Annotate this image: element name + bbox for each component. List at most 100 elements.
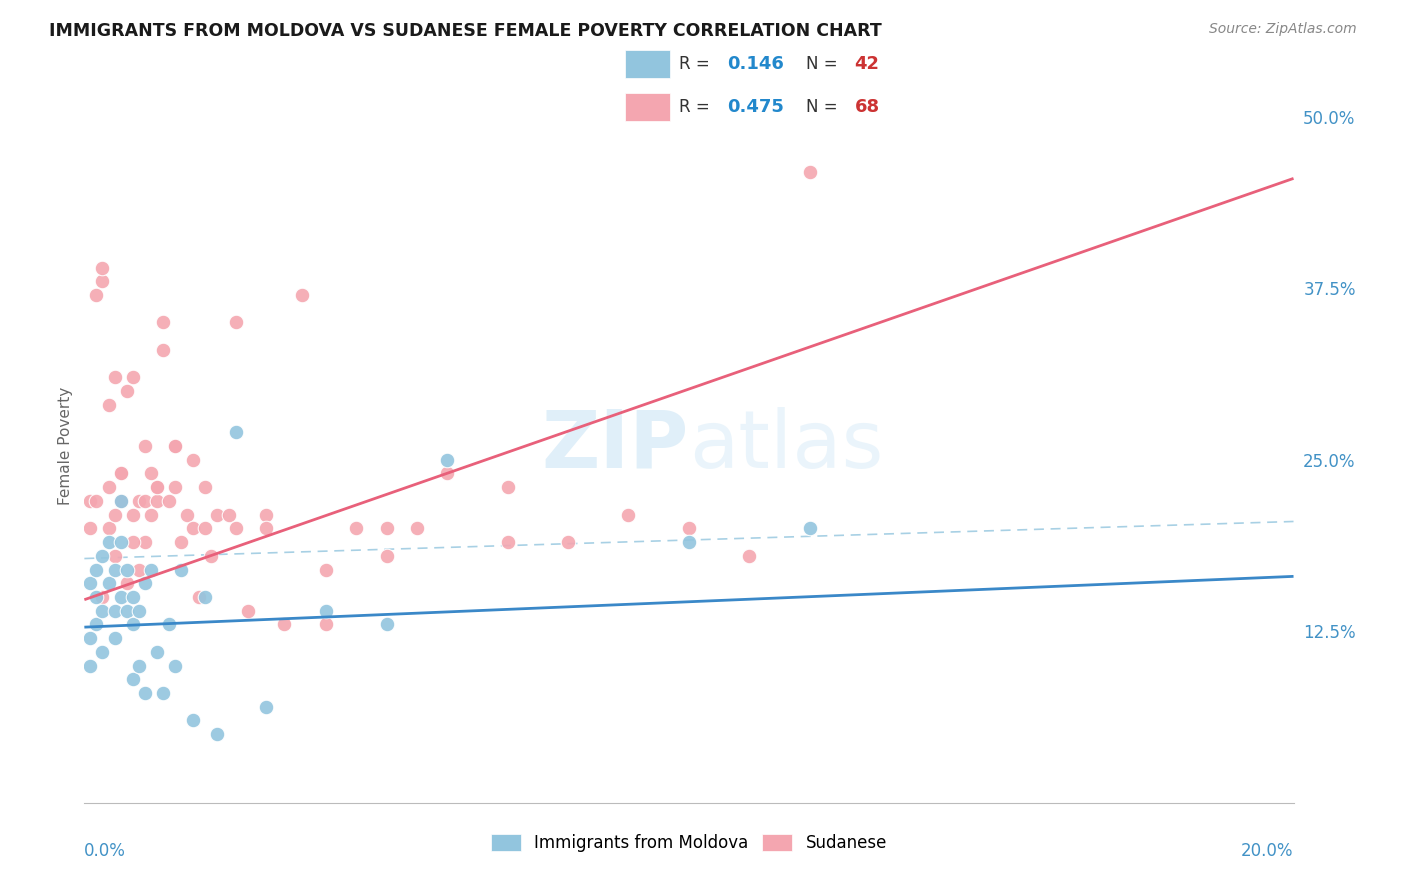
Point — [104, 604, 127, 618]
Point — [115, 604, 138, 618]
Point — [121, 508, 143, 522]
Point — [194, 480, 217, 494]
Point — [346, 521, 368, 535]
Point — [121, 590, 143, 604]
Point — [146, 645, 169, 659]
Point — [110, 494, 132, 508]
Point — [165, 439, 187, 453]
Text: N =: N = — [806, 55, 844, 73]
Point — [134, 686, 156, 700]
Point — [139, 508, 162, 522]
Point — [128, 604, 150, 618]
Point — [157, 494, 180, 508]
Point — [181, 452, 204, 467]
Point — [79, 521, 101, 535]
Point — [225, 521, 247, 535]
Point — [170, 535, 193, 549]
Point — [496, 480, 519, 494]
Point — [86, 590, 108, 604]
Point — [86, 562, 108, 576]
Point — [104, 508, 127, 522]
Point — [436, 467, 458, 481]
Point — [236, 604, 259, 618]
Point — [617, 508, 640, 522]
Point — [194, 521, 217, 535]
Point — [157, 617, 180, 632]
Point — [218, 508, 240, 522]
Text: 68: 68 — [855, 98, 880, 116]
Point — [225, 316, 247, 330]
Point — [97, 535, 120, 549]
Point — [225, 425, 247, 440]
Point — [152, 686, 174, 700]
Point — [254, 699, 277, 714]
Text: 0.146: 0.146 — [727, 55, 785, 73]
Point — [79, 576, 101, 591]
Legend: Immigrants from Moldova, Sudanese: Immigrants from Moldova, Sudanese — [485, 827, 893, 859]
Text: 0.0%: 0.0% — [84, 842, 127, 860]
Point — [110, 535, 132, 549]
Point — [134, 494, 156, 508]
Point — [121, 617, 143, 632]
Point — [254, 508, 277, 522]
Point — [91, 645, 114, 659]
Point — [121, 535, 143, 549]
Point — [134, 535, 156, 549]
Point — [91, 549, 114, 563]
Point — [146, 480, 169, 494]
Point — [79, 631, 101, 645]
Point — [273, 617, 295, 632]
Point — [97, 398, 120, 412]
Text: R =: R = — [679, 55, 716, 73]
Point — [738, 549, 761, 563]
Point — [97, 576, 120, 591]
Point — [152, 316, 174, 330]
Point — [110, 590, 132, 604]
Point — [115, 576, 138, 591]
Point — [146, 480, 169, 494]
Point — [152, 343, 174, 357]
Text: 42: 42 — [855, 55, 879, 73]
Point — [165, 439, 187, 453]
Point — [315, 562, 337, 576]
Point — [104, 370, 127, 384]
Point — [97, 480, 120, 494]
Point — [104, 549, 127, 563]
Point — [291, 288, 314, 302]
Point — [254, 521, 277, 535]
Point — [115, 562, 138, 576]
Point — [176, 508, 198, 522]
Point — [128, 658, 150, 673]
Point — [496, 535, 519, 549]
Point — [375, 549, 398, 563]
Point — [678, 521, 700, 535]
Point — [91, 274, 114, 288]
Point — [207, 727, 229, 741]
Text: 0.475: 0.475 — [727, 98, 785, 116]
Text: Source: ZipAtlas.com: Source: ZipAtlas.com — [1209, 22, 1357, 37]
Point — [406, 521, 429, 535]
Point — [110, 467, 132, 481]
FancyBboxPatch shape — [624, 50, 671, 78]
Point — [557, 535, 579, 549]
Point — [128, 562, 150, 576]
Point — [799, 164, 821, 178]
Point — [121, 673, 143, 687]
Point — [79, 658, 101, 673]
Point — [139, 467, 162, 481]
Point — [91, 604, 114, 618]
Point — [115, 384, 138, 398]
Point — [91, 260, 114, 275]
Point — [436, 452, 458, 467]
Point — [188, 590, 211, 604]
Point — [165, 480, 187, 494]
Point — [91, 590, 114, 604]
Point — [375, 521, 398, 535]
Point — [207, 508, 229, 522]
Text: ZIP: ZIP — [541, 407, 689, 485]
Point — [134, 439, 156, 453]
Y-axis label: Female Poverty: Female Poverty — [58, 387, 73, 505]
Point — [170, 562, 193, 576]
Point — [110, 467, 132, 481]
Point — [97, 521, 120, 535]
